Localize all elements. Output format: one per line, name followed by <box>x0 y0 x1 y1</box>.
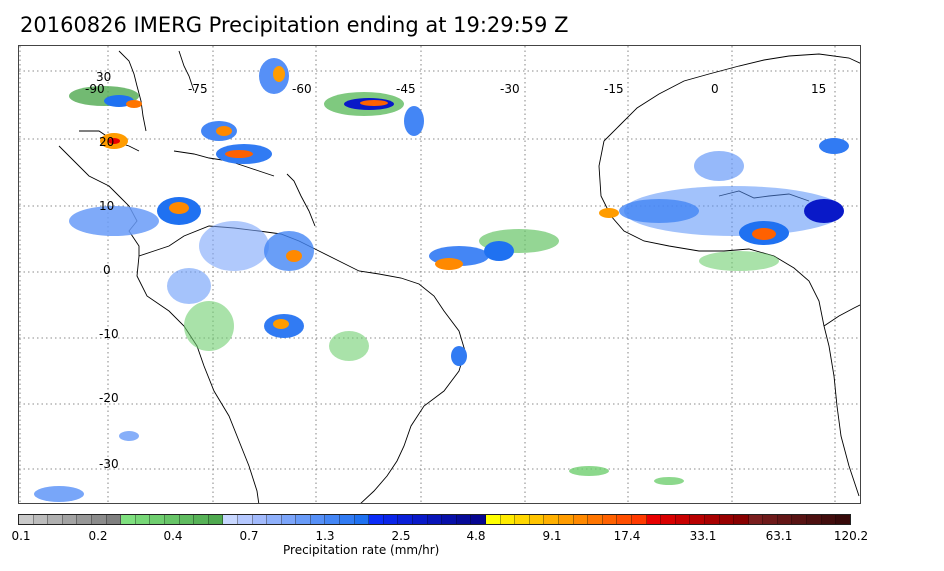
colorbar-cell <box>836 515 850 524</box>
colorbar-cell <box>617 515 632 524</box>
colorbar-cell <box>588 515 603 524</box>
colorbar-tick: 0.1 <box>11 529 31 543</box>
lat-label: 20 <box>99 135 115 149</box>
colorbar-cell <box>325 515 341 524</box>
lon-label: -60 <box>292 82 312 96</box>
colorbar-cell <box>369 515 384 524</box>
colorbar-cell <box>77 515 92 524</box>
colorbar-cell <box>719 515 735 524</box>
colorbar-cell <box>763 515 778 524</box>
colorbar-cell <box>267 515 282 524</box>
graticule <box>19 46 860 503</box>
colorbar-cell <box>194 515 209 524</box>
colorbar-cell <box>135 515 151 524</box>
lat-label: -30 <box>99 457 119 471</box>
colorbar-cell <box>602 515 618 524</box>
map-title: 20160826 IMERG Precipitation ending at 1… <box>20 13 569 37</box>
colorbar-tick: 0.7 <box>239 529 259 543</box>
colorbar-cell <box>121 515 136 524</box>
colorbar-cell <box>558 515 574 524</box>
lat-label: 10 <box>99 199 115 213</box>
colorbar-tick: 63.1 <box>765 529 793 543</box>
colorbar-label: Precipitation rate (mm/hr) <box>283 543 440 557</box>
lat-label: -10 <box>99 327 119 341</box>
precipitation-map: -90 -75 -60 -45 -30 -15 0 15 30 20 10 0 … <box>18 45 861 504</box>
lat-label: 30 <box>96 70 112 84</box>
colorbar-cell <box>544 515 559 524</box>
lon-label: -30 <box>500 82 520 96</box>
lon-label: -15 <box>604 82 624 96</box>
colorbar-cell <box>413 515 428 524</box>
colorbar-cell <box>383 515 399 524</box>
colorbar-cell <box>646 515 662 524</box>
colorbar-cell <box>296 515 311 524</box>
colorbar-tick: 33.1 <box>689 529 717 543</box>
colorbar-cell <box>500 515 516 524</box>
colorbar-cell <box>661 515 676 524</box>
colorbar-cell <box>208 515 224 524</box>
colorbar-cell <box>354 515 370 524</box>
colorbar-cell <box>91 515 107 524</box>
lat-label: -20 <box>99 391 119 405</box>
lon-label: -45 <box>396 82 416 96</box>
colorbar-cell <box>310 515 326 524</box>
colorbar-cell <box>675 515 691 524</box>
colorbar-cell <box>164 515 180 524</box>
colorbar-cell <box>748 515 764 524</box>
colorbar-tick: 0.2 <box>88 529 108 543</box>
colorbar-cell <box>734 515 749 524</box>
colorbar-tick: 0.4 <box>163 529 183 543</box>
lon-label: 0 <box>711 82 719 96</box>
colorbar-cell <box>573 515 589 524</box>
colorbar-cell <box>456 515 472 524</box>
lat-label: 0 <box>103 263 111 277</box>
colorbar-cell <box>821 515 837 524</box>
precipitation-areas <box>34 58 849 502</box>
colorbar-cell <box>106 515 122 524</box>
colorbar-tick: 120.2 <box>833 529 869 543</box>
colorbar-cell <box>807 515 822 524</box>
colorbar-cell <box>631 515 647 524</box>
colorbar-cell <box>48 515 63 524</box>
colorbar-cell <box>690 515 705 524</box>
colorbar-cell <box>179 515 195 524</box>
lon-label: -75 <box>188 82 208 96</box>
colorbar-cell <box>427 515 443 524</box>
colorbar-cell <box>486 515 501 524</box>
colorbar-cell <box>398 515 414 524</box>
colorbar-cell <box>471 515 486 524</box>
lon-label: 15 <box>811 82 827 96</box>
colorbar-tick: 1.3 <box>315 529 335 543</box>
colorbar-cell <box>62 515 78 524</box>
colorbar-cell <box>237 515 253 524</box>
colorbar-cell <box>442 515 457 524</box>
colorbar-cell <box>252 515 268 524</box>
colorbar-tick: 17.4 <box>613 529 641 543</box>
colorbar-cell <box>150 515 165 524</box>
colorbar-tick: 9.1 <box>542 529 562 543</box>
colorbar-cell <box>33 515 49 524</box>
colorbar-cell <box>19 515 34 524</box>
colorbar-tick: 4.8 <box>466 529 486 543</box>
map-canvas <box>19 46 860 503</box>
colorbar-cell <box>223 515 238 524</box>
colorbar-cell <box>529 515 545 524</box>
lon-label: -90 <box>85 82 105 96</box>
colorbar-cell <box>281 515 297 524</box>
colorbar-cell <box>792 515 808 524</box>
colorbar-cell <box>340 515 355 524</box>
colorbar-cell <box>515 515 530 524</box>
colorbar-cell <box>704 515 720 524</box>
colorbar-cell <box>777 515 793 524</box>
colorbar-tick: 2.5 <box>391 529 411 543</box>
colorbar <box>18 514 851 525</box>
